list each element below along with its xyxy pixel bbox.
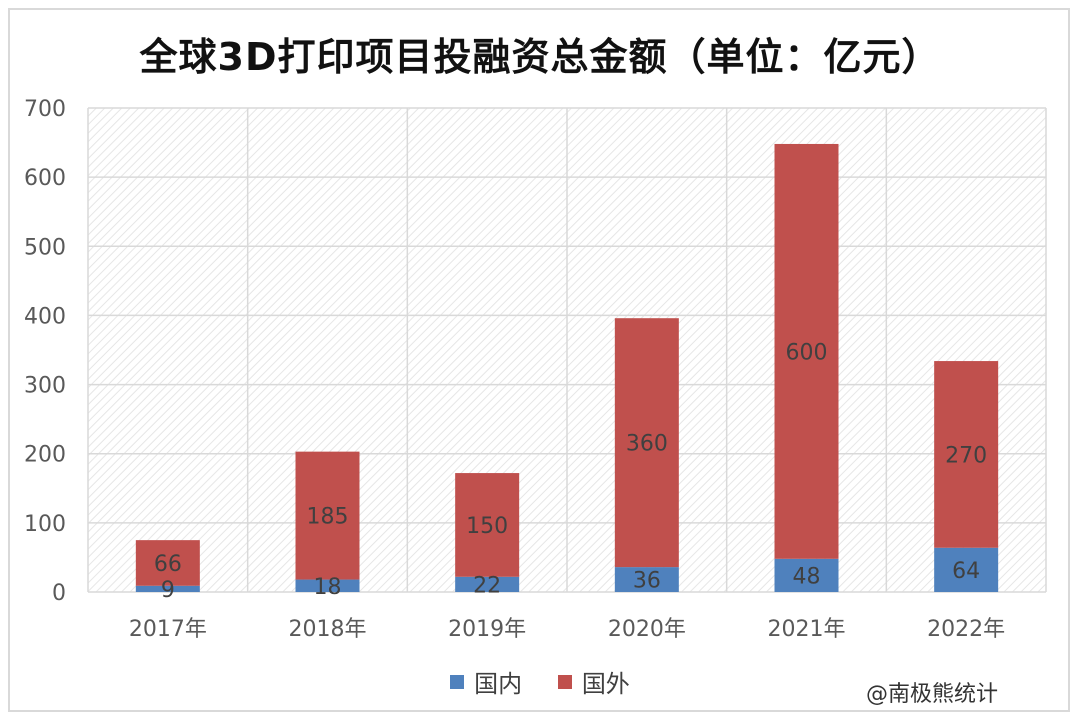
- data-label-foreign: 66: [154, 552, 182, 577]
- x-tick-label: 2022年: [927, 617, 1005, 642]
- bar-foreign: [135, 540, 200, 586]
- grid-lines: [87, 107, 1047, 593]
- bar-foreign: [455, 473, 520, 577]
- bar-foreign: [934, 361, 999, 548]
- chart-title: 全球3D打印项目投融资总金额（单位：亿元）: [139, 35, 941, 79]
- y-tick-label: 300: [24, 374, 66, 399]
- legend-item-foreign: 国外: [557, 664, 630, 699]
- bar-foreign: [614, 318, 679, 568]
- legend-label-foreign: 国外: [581, 670, 630, 698]
- x-tick-label: 2020年: [608, 617, 686, 642]
- bar-domestic: [455, 576, 520, 592]
- legend: 国内 国外: [0, 664, 1080, 699]
- bar-domestic: [934, 547, 999, 592]
- bar-domestic: [774, 558, 839, 592]
- x-tick-label: 2017年: [129, 617, 207, 642]
- data-label-foreign: 600: [786, 340, 828, 365]
- data-label-domestic: 22: [473, 573, 501, 598]
- legend-item-domestic: 国内: [450, 664, 522, 699]
- y-tick-label: 0: [52, 581, 66, 606]
- y-tick-label: 100: [24, 512, 66, 537]
- data-label-domestic: 64: [952, 559, 980, 584]
- data-label-domestic: 9: [161, 578, 175, 603]
- data-label-foreign: 270: [945, 443, 987, 468]
- data-label-foreign: 360: [626, 432, 668, 457]
- y-tick-label: 200: [24, 443, 66, 468]
- data-label-foreign: 185: [307, 505, 349, 530]
- y-tick-label: 600: [24, 166, 66, 191]
- y-tick-label: 700: [24, 97, 66, 122]
- legend-swatch-domestic: [450, 674, 465, 689]
- bar-foreign: [774, 143, 839, 559]
- bar-domestic: [135, 585, 200, 592]
- y-axis: 0 100 200 300 400 500 600 700: [24, 97, 66, 606]
- x-tick-label: 2019年: [448, 617, 526, 642]
- bar-domestic: [614, 567, 679, 592]
- watermark: @南极熊统计: [866, 682, 999, 707]
- data-label-domestic: 36: [633, 569, 661, 594]
- bars: [135, 143, 999, 592]
- bar-foreign: [295, 451, 360, 580]
- x-tick-label: 2021年: [768, 617, 846, 642]
- data-label-domestic: 18: [314, 575, 342, 600]
- legend-swatch-foreign: [557, 674, 572, 689]
- data-label-domestic: 48: [793, 564, 821, 589]
- x-axis: 2017年 2018年 2019年 2020年 2021年 2022年: [129, 617, 1005, 642]
- y-tick-label: 400: [24, 304, 66, 329]
- bar-domestic: [295, 579, 360, 592]
- data-labels: 966 18 185 22 150 36 360 48 600 64 270: [154, 340, 987, 603]
- x-tick-label: 2018年: [289, 617, 367, 642]
- legend-label-domestic: 国内: [474, 670, 523, 698]
- data-label-foreign: 150: [466, 514, 508, 539]
- y-tick-label: 500: [24, 235, 66, 260]
